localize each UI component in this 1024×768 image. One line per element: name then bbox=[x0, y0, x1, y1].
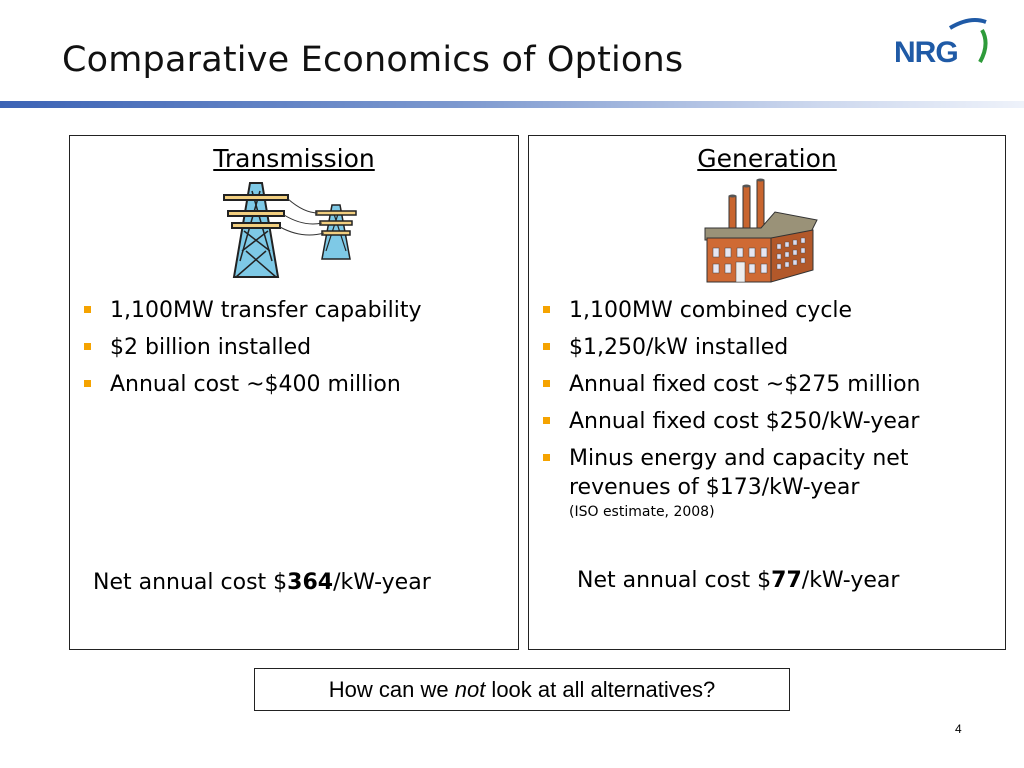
list-item: 1,100MW transfer capability bbox=[70, 296, 515, 325]
bullet-marker-icon bbox=[543, 343, 550, 350]
generation-net-cost: Net annual cost $77/kW-year bbox=[577, 568, 900, 593]
list-item: Minus energy and capacity net revenues o… bbox=[529, 444, 1001, 522]
net-cost-value: 77 bbox=[771, 568, 802, 593]
slide-title: Comparative Economics of Options bbox=[62, 40, 684, 80]
bullet-marker-icon bbox=[84, 306, 91, 313]
list-item: Annual cost ~$400 million bbox=[70, 370, 515, 399]
transmission-bullet-list: 1,100MW transfer capability $2 billion i… bbox=[70, 296, 515, 407]
factory-icon bbox=[701, 178, 821, 292]
logo-swoosh-icon bbox=[948, 18, 988, 63]
title-divider-bar bbox=[0, 101, 1024, 108]
list-item: 1,100MW combined cycle bbox=[529, 296, 1001, 325]
list-item: Annual fixed cost $250/kW-year bbox=[529, 407, 1001, 436]
list-item: $2 billion installed bbox=[70, 333, 515, 362]
bullet-marker-icon bbox=[543, 417, 550, 424]
bullet-marker-icon bbox=[543, 380, 550, 387]
logo-text: NRG bbox=[894, 36, 959, 69]
question-emphasis: not bbox=[454, 677, 486, 702]
bullet-marker-icon bbox=[84, 343, 91, 350]
transmission-net-cost: Net annual cost $364/kW-year bbox=[93, 570, 431, 595]
bullet-marker-icon bbox=[84, 380, 91, 387]
transmission-heading: Transmission bbox=[213, 144, 375, 173]
net-cost-value: 364 bbox=[287, 570, 334, 595]
source-note: (ISO estimate, 2008) bbox=[569, 504, 715, 520]
bullet-marker-icon bbox=[543, 306, 550, 313]
generation-bullet-list: 1,100MW combined cycle $1,250/kW install… bbox=[529, 296, 1001, 530]
generation-heading: Generation bbox=[697, 144, 837, 173]
page-number: 4 bbox=[955, 722, 962, 736]
list-item: $1,250/kW installed bbox=[529, 333, 1001, 362]
transmission-panel: Transmission bbox=[69, 135, 519, 650]
list-item: Annual fixed cost ~$275 million bbox=[529, 370, 1001, 399]
question-box: How can we not look at all alternatives? bbox=[254, 668, 790, 711]
nrg-logo: NRG bbox=[888, 16, 992, 76]
generation-panel: Generation bbox=[528, 135, 1006, 650]
transmission-tower-icon bbox=[220, 181, 365, 285]
bullet-marker-icon bbox=[543, 454, 550, 461]
